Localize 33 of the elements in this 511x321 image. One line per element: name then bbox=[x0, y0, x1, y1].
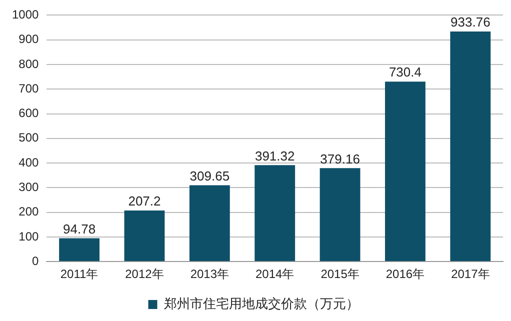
data-label: 379.16 bbox=[320, 151, 360, 166]
bar bbox=[320, 168, 360, 262]
data-label: 933.76 bbox=[450, 14, 490, 30]
x-tick-label: 2013年 bbox=[190, 267, 230, 282]
y-tick-label: 500 bbox=[18, 130, 40, 145]
bar bbox=[59, 238, 100, 262]
y-tick-label: 100 bbox=[18, 229, 40, 244]
y-tick-label: 200 bbox=[18, 204, 40, 219]
y-tick-label: 700 bbox=[18, 81, 40, 96]
y-tick-label: 0 bbox=[32, 254, 40, 268]
x-tick-label: 2016年 bbox=[386, 267, 425, 282]
data-label: 94.78 bbox=[63, 221, 96, 236]
data-label: 391.32 bbox=[254, 148, 295, 164]
x-tick-label: 2014年 bbox=[255, 267, 294, 282]
y-tick-label: 400 bbox=[18, 155, 40, 170]
bar bbox=[385, 82, 426, 262]
x-tick-label: 2012年 bbox=[125, 267, 164, 282]
bar bbox=[254, 165, 296, 262]
x-tick-label: 2011年 bbox=[60, 267, 98, 282]
bar bbox=[189, 185, 230, 262]
legend-label: 郑州市住宅用地成交价款（万元） bbox=[164, 296, 359, 312]
data-label: 730.4 bbox=[388, 64, 422, 80]
y-tick-label: 300 bbox=[18, 180, 40, 194]
y-tick-label: 900 bbox=[18, 32, 40, 46]
data-label: 309.65 bbox=[190, 168, 230, 184]
y-tick-label: 800 bbox=[18, 56, 40, 71]
x-tick-label: 2015年 bbox=[320, 267, 360, 282]
data-label: 207.2 bbox=[128, 194, 161, 209]
y-tick-label: 600 bbox=[18, 106, 40, 120]
bar bbox=[450, 32, 491, 262]
x-tick-label: 2017年 bbox=[451, 267, 490, 282]
bar bbox=[124, 210, 165, 262]
y-tick-label: 1000 bbox=[12, 8, 40, 22]
